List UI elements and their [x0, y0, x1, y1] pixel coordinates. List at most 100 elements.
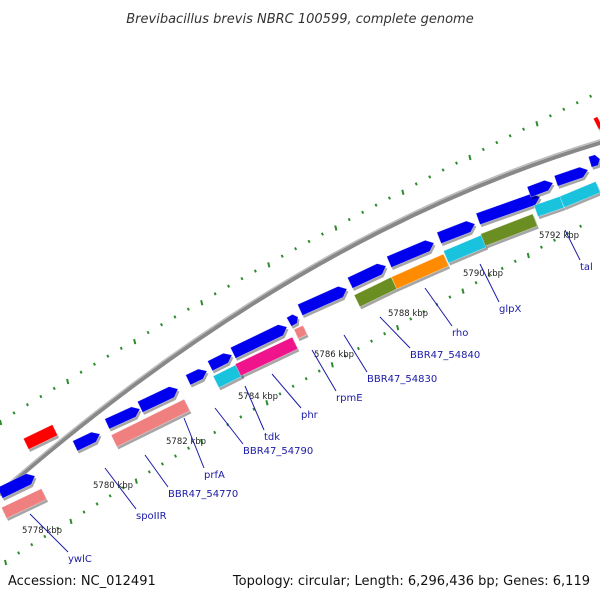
cds-feature[interactable] [137, 386, 179, 413]
tick-label: 5780 kbp [93, 481, 133, 491]
outer-ring-tick [79, 370, 83, 374]
gene-feature[interactable] [592, 116, 600, 130]
gene-label[interactable]: glpX [499, 304, 521, 315]
outer-ring-tick [146, 330, 150, 335]
inner-ring-tick [200, 438, 204, 445]
inner-ring-tick [422, 309, 426, 314]
gene-feature[interactable] [234, 336, 299, 377]
gene-leader-line [29, 513, 69, 553]
gene-leader-line [311, 349, 337, 392]
outer-ring-tick [240, 276, 244, 281]
cds-feature[interactable] [207, 352, 233, 372]
cds-feature[interactable] [436, 220, 476, 244]
inner-ring-tick [396, 324, 400, 331]
map-title: Brevibacillus brevis NBRC 100599, comple… [126, 12, 473, 27]
inner-ring-tick [95, 502, 99, 506]
outer-ring-tick [575, 101, 579, 105]
inner-ring-tick [370, 339, 374, 343]
gene-label[interactable]: BBR47_54830 [367, 374, 437, 385]
cds-feature[interactable] [229, 324, 288, 359]
outer-ring-tick [401, 189, 405, 195]
outer-ring-tick [468, 154, 472, 161]
gene-feature[interactable] [1, 488, 47, 519]
gene-label[interactable]: rho [452, 328, 468, 339]
outer-ring-tick [294, 247, 298, 251]
outer-ring-tick [562, 107, 566, 111]
outer-ring-tick [52, 386, 56, 391]
gene-label[interactable]: BBR47_54770 [168, 489, 238, 500]
tick-label: 5786 kbp [314, 350, 354, 360]
inner-ring-tick [213, 430, 217, 435]
cds-feature[interactable] [72, 431, 101, 452]
gene-feature[interactable] [559, 181, 600, 208]
gene-label[interactable]: tal [580, 262, 593, 273]
inner-ring-tick [487, 273, 491, 278]
outer-ring-tick [39, 394, 43, 399]
gene-feature[interactable] [293, 325, 308, 339]
cds-feature[interactable] [347, 263, 387, 289]
gene-feature[interactable] [390, 253, 450, 290]
inner-ring-tick [291, 384, 295, 388]
gene-feature[interactable] [22, 424, 59, 450]
cds-feature[interactable] [526, 179, 554, 198]
inner-ring-tick [4, 559, 8, 566]
gene-label[interactable]: phr [301, 410, 319, 421]
cds-feature[interactable] [104, 406, 141, 430]
inner-ring-tick [278, 392, 282, 396]
gene-label[interactable]: spoIIR [136, 511, 167, 522]
outer-dotted-ring [0, 94, 593, 426]
summary-text: Topology: circular; Length: 6,296,436 bp… [232, 574, 590, 589]
cds-feature[interactable] [185, 368, 208, 386]
inner-ring-tick [317, 369, 321, 373]
inner-ring-tick [173, 454, 177, 458]
outer-ring-tick [213, 292, 217, 296]
outer-ring-tick [508, 134, 512, 138]
inner-ring-tick [239, 415, 243, 419]
outer-ring-tick [25, 403, 29, 407]
cds-feature[interactable] [553, 166, 589, 187]
gene-label[interactable]: ywlC [68, 554, 92, 565]
gene-feature[interactable] [480, 213, 538, 247]
inner-ring-tick [356, 346, 360, 351]
outer-ring-tick [589, 94, 593, 98]
gene-feature[interactable] [110, 398, 191, 448]
tick-label: 5784 kbp [238, 392, 278, 402]
gene-label[interactable]: BBR47_54840 [410, 350, 480, 361]
inner-ring-tick [566, 231, 570, 235]
cds-feature[interactable] [0, 473, 36, 499]
gene-label[interactable]: tdk [264, 432, 280, 443]
cds-feature[interactable] [286, 314, 299, 327]
outer-ring-tick [186, 307, 190, 311]
inner-ring-tick [43, 534, 47, 539]
outer-ring-tick [414, 182, 418, 186]
gene-label[interactable]: rpmE [336, 393, 363, 404]
inner-ring-tick [383, 332, 387, 336]
outer-ring-tick [200, 299, 204, 306]
cds-feature[interactable] [386, 239, 435, 268]
outer-ring-tick [548, 114, 552, 118]
gene-leader-line [479, 263, 500, 303]
inner-ring-tick [17, 551, 21, 555]
outer-ring-tick [12, 411, 16, 415]
gene-leader-line [343, 334, 368, 373]
inner-ring-tick [187, 446, 191, 450]
gene-leader-line [244, 385, 265, 431]
gene-leader-line [271, 373, 302, 409]
outer-ring-tick [267, 262, 271, 268]
inner-ring-tick [252, 407, 256, 411]
outer-ring-tick [119, 346, 123, 350]
cds-feature[interactable] [588, 154, 600, 168]
tick-label: 5782 kbp [166, 437, 206, 447]
outer-ring-tick [133, 338, 137, 345]
gene-label[interactable]: BBR47_54790 [243, 446, 313, 457]
cds-feature[interactable] [297, 286, 348, 316]
outer-ring-tick [160, 322, 164, 327]
outer-ring-tick [227, 284, 231, 288]
inner-ring-tick [539, 245, 543, 249]
inner-ring-tick [409, 317, 413, 321]
inner-ring-tick [461, 288, 465, 294]
feature-track [0, 116, 600, 521]
gene-label[interactable]: prfA [204, 470, 225, 481]
